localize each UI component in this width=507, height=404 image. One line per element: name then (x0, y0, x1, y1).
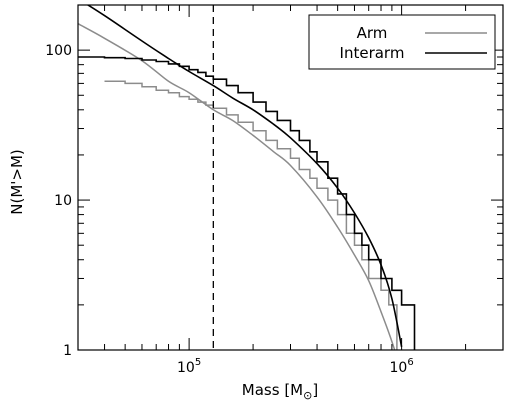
x-tick-label: 105 (177, 357, 201, 376)
legend-layer: Arm Interarm (340, 24, 487, 62)
x-tick-label: 106 (390, 357, 414, 376)
legend-label-interarm: Interarm (340, 44, 405, 62)
x-axis-label: Mass [M⊙] (242, 381, 318, 402)
y-tick-label: 100 (45, 43, 72, 59)
y-tick-label: 1 (63, 343, 72, 359)
axis-layer: 105 106 1 10 100 (45, 4, 504, 376)
plot-layer (78, 5, 416, 350)
y-axis-label: N(M'>M) (8, 149, 26, 215)
series-interarm-line (78, 56, 416, 350)
y-tick-label: 10 (54, 193, 72, 209)
series-interarm-fit-line (86, 5, 403, 347)
series-arm-line (104, 80, 398, 350)
series-arm-fit-line (78, 23, 396, 350)
legend-label-arm: Arm (357, 24, 388, 42)
legend-box (308, 14, 496, 70)
